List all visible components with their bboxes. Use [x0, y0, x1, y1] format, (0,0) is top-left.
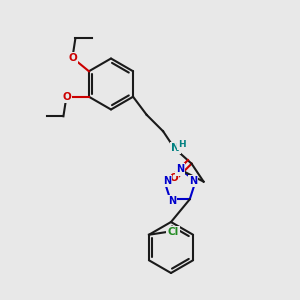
Text: O: O — [62, 92, 71, 102]
Text: O: O — [169, 173, 178, 183]
Text: O: O — [68, 53, 77, 63]
Text: Cl: Cl — [167, 227, 178, 237]
Text: N: N — [163, 176, 171, 186]
Text: N: N — [176, 164, 184, 175]
Text: N: N — [168, 196, 176, 206]
Text: N: N — [189, 176, 197, 186]
Text: H: H — [178, 140, 185, 149]
Text: N: N — [171, 143, 180, 153]
